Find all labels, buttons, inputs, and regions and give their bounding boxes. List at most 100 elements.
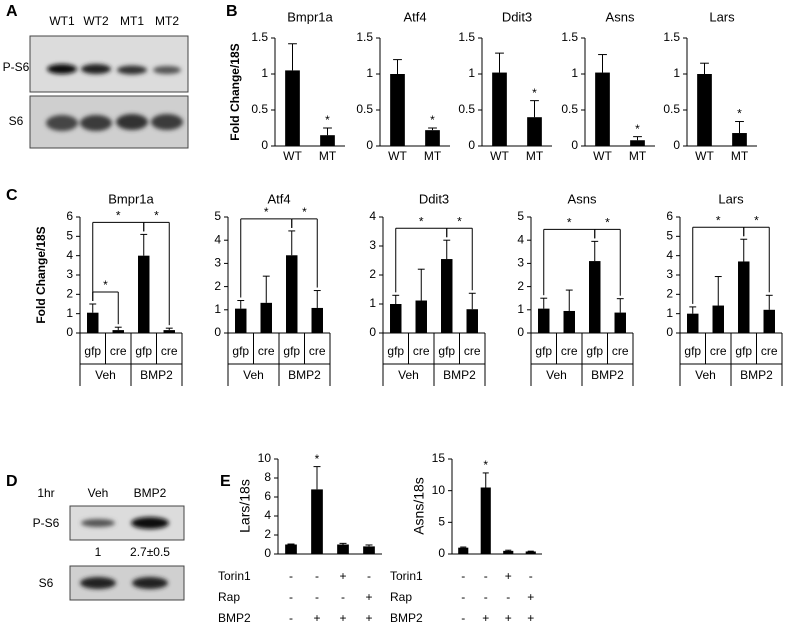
error-bar (339, 542, 347, 545)
treatment-name: Rap (218, 590, 240, 604)
chart-title: Atf4 (267, 191, 290, 206)
y-tick-label: 2 (264, 527, 271, 541)
y-tick-label: 3 (214, 256, 221, 270)
x-tick-label: gfp (438, 344, 455, 358)
bar (525, 551, 536, 554)
y-tick-label: 1 (673, 66, 680, 80)
y-tick-label: 3 (369, 238, 376, 252)
bar (466, 309, 478, 333)
x-tick-label: cre (110, 344, 127, 358)
y-tick-label: 6 (66, 209, 73, 223)
y-tick-label: 5 (66, 229, 73, 243)
bar (112, 330, 124, 333)
y-tick-label: 0 (264, 546, 271, 560)
bar (763, 309, 775, 333)
x-tick-label: MT (319, 149, 337, 163)
group-label: Veh (695, 368, 716, 382)
x-tick-label: cre (612, 344, 629, 358)
lane-label: WT1 (49, 14, 75, 28)
y-tick-label: 10 (258, 451, 272, 465)
panel-label: D (6, 473, 18, 490)
treatment-sign: + (527, 611, 534, 625)
lane-label: Veh (88, 486, 109, 500)
bar (87, 312, 99, 333)
y-tick-label: 1 (468, 66, 475, 80)
y-tick-label: 0 (571, 138, 578, 152)
bar (235, 308, 247, 333)
time-label: 1hr (37, 486, 54, 500)
bar (492, 72, 507, 146)
x-tick-label: MT (731, 149, 749, 163)
treatment-sign: + (339, 569, 346, 583)
y-tick-label: 1.5 (251, 30, 268, 44)
treatment-name: BMP2 (218, 611, 251, 625)
group-label: BMP2 (740, 368, 773, 382)
bar (138, 255, 150, 333)
treatment-sign: - (341, 590, 345, 604)
y-tick-label: 0.5 (663, 102, 680, 116)
y-tick-label: 5 (214, 209, 221, 223)
bar (415, 300, 427, 333)
y-tick-label: 5 (517, 209, 524, 223)
x-tick-label: gfp (283, 344, 300, 358)
group-label: Veh (243, 368, 264, 382)
significance: * (315, 452, 320, 466)
y-tick-label: 4 (264, 508, 271, 522)
treatment-sign: - (289, 611, 293, 625)
error-bar (114, 326, 122, 331)
error-bar (468, 292, 476, 310)
y-tick-label: 1 (571, 66, 578, 80)
treatment-sign: + (365, 590, 372, 604)
y-tick-label: 0.5 (356, 102, 373, 116)
treatment-sign: + (527, 590, 534, 604)
bar (311, 489, 323, 554)
error-bar (89, 303, 97, 313)
chart-title: Asns (568, 191, 597, 206)
y-tick-label: 1 (261, 66, 268, 80)
y-tick-label: 1.5 (663, 30, 680, 44)
group-label: Veh (95, 368, 116, 382)
lane-label: BMP2 (134, 486, 167, 500)
error-bar (740, 238, 748, 262)
bar (732, 133, 747, 146)
y-tick-label: 0.5 (458, 102, 475, 116)
treatment-sign: - (506, 590, 510, 604)
row-label: P-S6 (3, 60, 30, 74)
y-tick-label: 0 (261, 138, 268, 152)
y-tick-label: 6 (264, 489, 271, 503)
error-bar (443, 239, 451, 260)
significance: * (605, 216, 610, 230)
y-tick-label: 2 (666, 287, 673, 301)
blot-membrane (29, 35, 189, 93)
lane-label: MT2 (155, 14, 179, 28)
error-bar (530, 100, 539, 118)
bar (441, 259, 453, 333)
treatment-sign: + (505, 569, 512, 583)
y-tick-label: 4 (666, 248, 673, 262)
y-tick-label: 8 (264, 470, 271, 484)
group-label: Veh (398, 368, 419, 382)
bar (503, 550, 514, 554)
x-tick-label: gfp (84, 344, 101, 358)
significance: * (116, 209, 121, 223)
error-bar (392, 294, 400, 304)
bar (311, 307, 323, 333)
error-bar (323, 127, 332, 136)
bar (320, 135, 335, 146)
row-label: S6 (9, 114, 24, 128)
panel-label: A (6, 3, 18, 20)
quant-label: 1 (95, 545, 102, 559)
error-bar (633, 136, 642, 141)
y-tick-label: 10 (432, 483, 446, 497)
group-label: BMP2 (443, 368, 476, 382)
treatment-sign: + (505, 611, 512, 625)
x-tick-label: gfp (387, 344, 404, 358)
error-bar (505, 549, 512, 551)
lane-label: MT1 (120, 14, 144, 28)
treatment-name: Rap (390, 590, 412, 604)
error-bar (540, 297, 548, 309)
chart-title: Ddit3 (419, 191, 449, 206)
bar (589, 261, 601, 333)
y-tick-label: 1 (366, 66, 373, 80)
